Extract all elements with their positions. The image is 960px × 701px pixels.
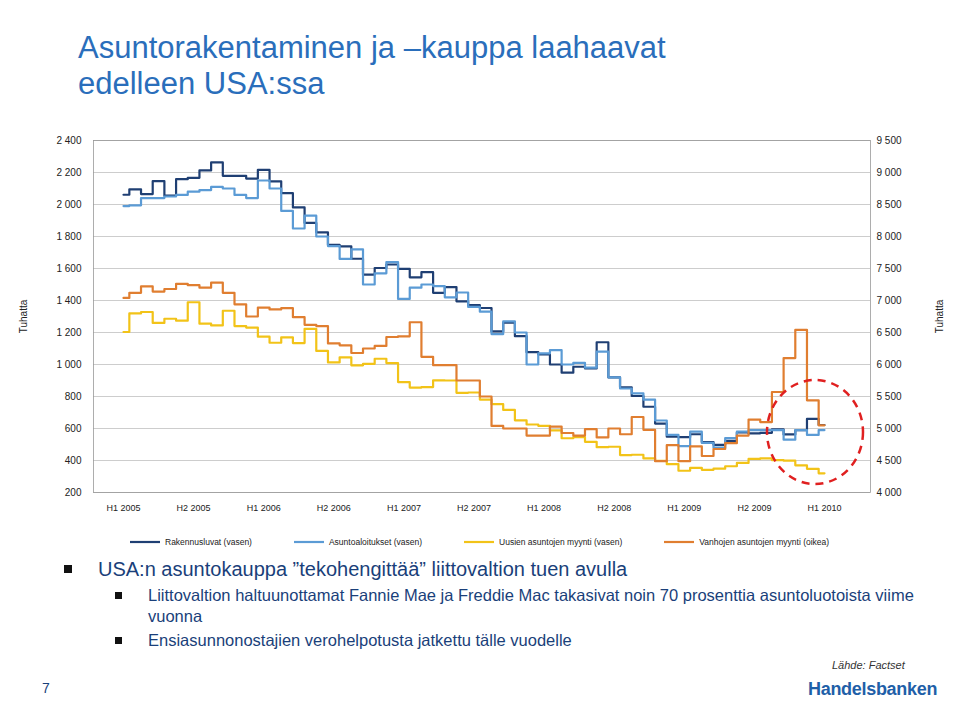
svg-text:H1 2007: H1 2007 bbox=[387, 503, 421, 513]
svg-text:1 400: 1 400 bbox=[56, 295, 81, 306]
html-text:Ensiasunnonostajien verohelpot: Ensiasunnonostajien verohelpotusta jatke… bbox=[148, 631, 572, 649]
svg-text:7 000: 7 000 bbox=[877, 295, 902, 306]
svg-text:9 500: 9 500 bbox=[877, 135, 902, 146]
svg-text:2 000: 2 000 bbox=[56, 199, 81, 210]
html-text:Uusien asuntojen myynti (vasen: Uusien asuntojen myynti (vasen) bbox=[499, 537, 623, 547]
html-text:7: 7 bbox=[42, 680, 50, 696]
svg-text:9 000: 9 000 bbox=[877, 167, 902, 178]
svg-text:1 800: 1 800 bbox=[56, 231, 81, 242]
svg-text:8 500: 8 500 bbox=[877, 199, 902, 210]
svg-text:H1 2005: H1 2005 bbox=[106, 503, 140, 513]
html-text:USA:n asuntokauppa ”tekohengit: USA:n asuntokauppa ”tekohengittää” liitt… bbox=[98, 558, 628, 580]
svg-text:1 600: 1 600 bbox=[56, 263, 81, 274]
html-text:Asuntorakentaminen ja –kauppa: Asuntorakentaminen ja –kauppa laahaavat … bbox=[78, 30, 666, 101]
svg-text:7 500: 7 500 bbox=[877, 263, 902, 274]
html-text:Liittovaltion haltuunottamat F: Liittovaltion haltuunottamat Fannie Mae … bbox=[148, 586, 914, 625]
svg-text:5 500: 5 500 bbox=[877, 391, 902, 402]
svg-text:8 000: 8 000 bbox=[877, 231, 902, 242]
svg-text:Tuhatta: Tuhatta bbox=[934, 299, 945, 333]
svg-text:H1 2010: H1 2010 bbox=[807, 503, 841, 513]
svg-text:H1 2009: H1 2009 bbox=[667, 503, 701, 513]
svg-text:H1 2006: H1 2006 bbox=[247, 503, 281, 513]
html-text:Handelsbanken: Handelsbanken bbox=[808, 679, 938, 699]
svg-text:400: 400 bbox=[65, 455, 82, 466]
svg-text:800: 800 bbox=[65, 391, 82, 402]
svg-text:200: 200 bbox=[65, 487, 82, 498]
svg-text:H2 2009: H2 2009 bbox=[737, 503, 771, 513]
svg-text:600: 600 bbox=[65, 423, 82, 434]
html-text:Vanhojen asuntojen myynti (oik: Vanhojen asuntojen myynti (oikea) bbox=[699, 537, 830, 547]
svg-text:H2 2005: H2 2005 bbox=[177, 503, 211, 513]
html-text:Asuntoaloitukset (vasen): Asuntoaloitukset (vasen) bbox=[328, 537, 422, 547]
svg-text:2 400: 2 400 bbox=[56, 135, 81, 146]
svg-text:1 200: 1 200 bbox=[56, 327, 81, 338]
svg-text:H2 2008: H2 2008 bbox=[597, 503, 631, 513]
svg-text:4 500: 4 500 bbox=[877, 455, 902, 466]
html-text:Lähde: Factset: Lähde: Factset bbox=[832, 659, 905, 671]
svg-text:H1 2008: H1 2008 bbox=[527, 503, 561, 513]
svg-text:H2 2007: H2 2007 bbox=[457, 503, 491, 513]
svg-text:Tuhatta: Tuhatta bbox=[18, 299, 29, 333]
svg-text:H2 2006: H2 2006 bbox=[317, 503, 351, 513]
svg-text:5 000: 5 000 bbox=[877, 423, 902, 434]
html-text:Rakennusluvat (vasen): Rakennusluvat (vasen) bbox=[165, 537, 252, 547]
svg-text:4 000: 4 000 bbox=[877, 487, 902, 498]
svg-text:6 000: 6 000 bbox=[877, 359, 902, 370]
svg-text:2 200: 2 200 bbox=[56, 167, 81, 178]
svg-text:6 500: 6 500 bbox=[877, 327, 902, 338]
svg-text:1 000: 1 000 bbox=[56, 359, 81, 370]
